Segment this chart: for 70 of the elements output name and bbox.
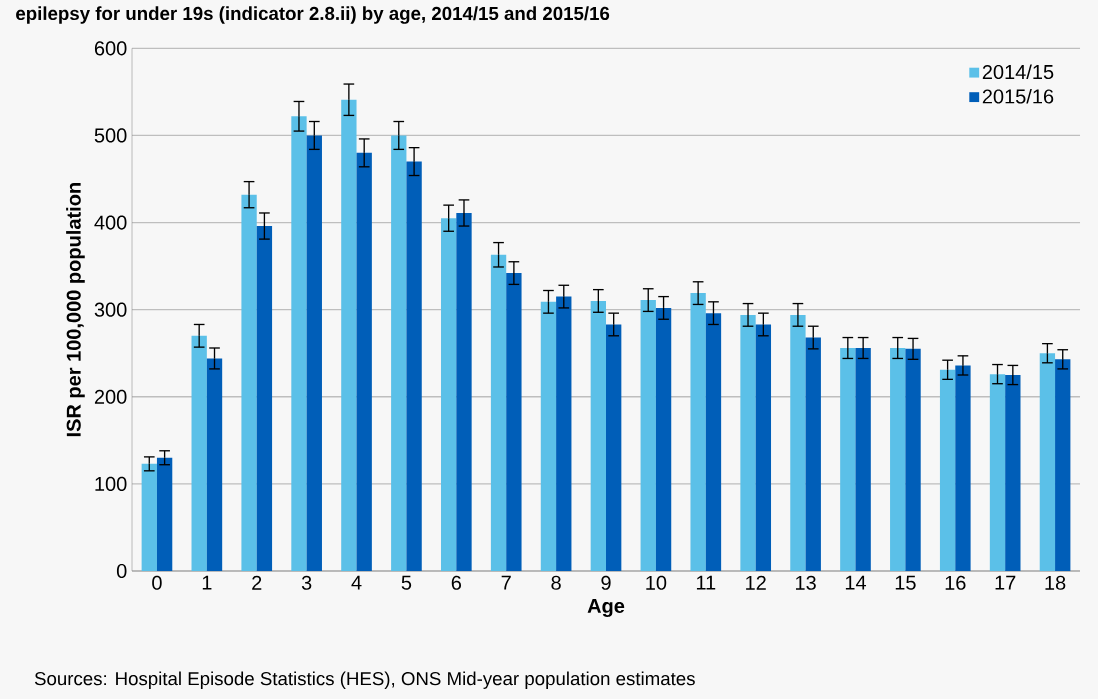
bar xyxy=(556,296,572,571)
x-tick-label: 14 xyxy=(845,575,867,590)
x-tick-label: 17 xyxy=(995,575,1016,590)
x-tick-label: 13 xyxy=(795,575,816,590)
x-tick-label: 10 xyxy=(646,575,667,590)
bar xyxy=(440,218,457,571)
bar xyxy=(740,314,756,571)
y-tick-label: 300 xyxy=(94,302,127,317)
bar xyxy=(191,335,207,571)
bar xyxy=(1039,353,1056,571)
y-axis-title: ISR per 100,000 population xyxy=(66,183,85,437)
bar xyxy=(291,116,307,571)
bar xyxy=(755,324,772,571)
bar xyxy=(905,348,921,571)
bar xyxy=(206,358,223,571)
y-tick-label: 200 xyxy=(94,389,127,404)
bar xyxy=(590,300,607,571)
x-tick-label: 18 xyxy=(1045,575,1066,590)
legend-label: 2015/16 xyxy=(982,88,1054,104)
bar xyxy=(141,463,157,571)
bar xyxy=(790,314,806,571)
y-tick-label: 0 xyxy=(116,563,127,579)
x-tick-label: 11 xyxy=(696,575,716,590)
bar xyxy=(391,135,407,571)
source-note: Sources: Hospital Episode Statistics (HES), ONS Mid-year population estimates xyxy=(34,671,695,689)
bar xyxy=(939,369,956,571)
bar xyxy=(855,347,871,571)
bar xyxy=(606,324,622,571)
bar xyxy=(241,194,257,571)
bar xyxy=(640,300,656,571)
bar xyxy=(256,226,273,571)
bar xyxy=(955,365,971,571)
bar xyxy=(540,301,557,571)
x-tick-label: 8 xyxy=(551,575,561,590)
bar xyxy=(306,135,322,571)
chart-title: epilepsy for under 19s (indicator 2.8.ii) by age, 2014/15 and 2015/16 xyxy=(16,6,610,24)
bar xyxy=(890,347,906,571)
x-tick-label: 12 xyxy=(746,575,766,590)
x-axis-title: Age xyxy=(587,599,625,618)
bar xyxy=(705,313,722,571)
bar xyxy=(1055,359,1071,571)
bar xyxy=(840,347,856,571)
x-tick-label: 16 xyxy=(945,575,966,590)
y-tick-label: 400 xyxy=(94,215,127,230)
x-tick-label: 5 xyxy=(401,575,412,590)
x-tick-label: 9 xyxy=(601,575,611,590)
x-tick-label: 4 xyxy=(351,575,362,590)
y-tick-label: 600 xyxy=(94,41,127,56)
bar xyxy=(805,337,821,571)
x-tick-label: 2 xyxy=(252,575,262,590)
x-tick-label: 3 xyxy=(301,575,312,590)
bar xyxy=(456,212,472,571)
bar xyxy=(1005,375,1021,571)
bar xyxy=(506,273,522,571)
x-tick-label: 15 xyxy=(895,575,916,590)
y-tick-label: 100 xyxy=(95,476,127,491)
x-tick-label: 0 xyxy=(152,575,162,590)
bar xyxy=(690,293,706,571)
bar xyxy=(989,374,1006,571)
bar xyxy=(406,161,422,571)
legend-label: 2014/15 xyxy=(982,64,1054,80)
bar xyxy=(655,307,672,571)
x-tick-label: 1 xyxy=(202,575,212,590)
y-tick-label: 500 xyxy=(94,128,127,143)
bar xyxy=(356,152,372,571)
bar xyxy=(156,457,173,571)
x-tick-label: 6 xyxy=(451,575,462,590)
x-tick-label: 7 xyxy=(501,575,511,590)
bar xyxy=(341,99,357,571)
bar xyxy=(490,254,507,571)
